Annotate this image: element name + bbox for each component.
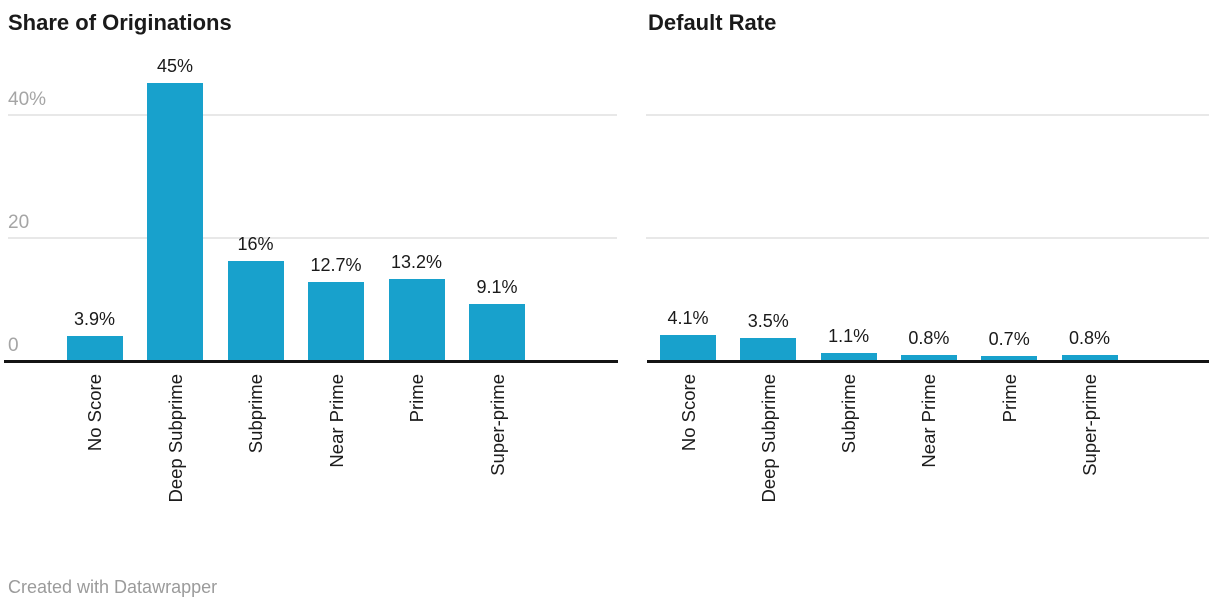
grid-line (8, 236, 617, 239)
y-tick-label: 20 (8, 211, 30, 233)
category-label: Super-prime (1079, 374, 1100, 476)
bar-value-label: 4.1% (667, 308, 709, 328)
bar-no-score (66, 336, 123, 360)
category-label: No Score (677, 374, 699, 452)
x-axis-line (647, 360, 1209, 363)
bar-near-prime (308, 282, 364, 360)
category-label: Prime (998, 374, 1020, 423)
y-tick-label: 0 (8, 335, 19, 356)
bar-super-prime (1061, 355, 1118, 360)
bar-value-label: 3.5% (747, 311, 789, 331)
y-tick-label: 40% (8, 88, 47, 110)
bar-no-score (660, 335, 716, 360)
chart-title-default-rate: Default Rate (648, 10, 777, 35)
bar-value-label: 1.1% (828, 326, 870, 346)
bar-value-label: 3.9% (73, 309, 116, 329)
bar-prime (981, 356, 1038, 360)
category-label: Deep Subprime (757, 374, 779, 503)
bar-value-label: 16% (237, 234, 274, 254)
bar-near-prime (900, 355, 957, 360)
x-axis-line (4, 360, 618, 363)
bar-value-label: 45% (156, 56, 194, 76)
attribution-text: Created with Datawrapper (8, 577, 218, 597)
grid-line (8, 113, 617, 116)
bar-value-label: 0.7% (988, 329, 1030, 349)
grid-line (646, 113, 1209, 116)
category-label: Near Prime (918, 374, 940, 468)
bar-value-label: 13.2% (390, 252, 443, 272)
bar-value-label: 0.8% (908, 328, 950, 348)
category-label: Subprime (838, 374, 860, 454)
bar-value-label: 0.8% (1068, 328, 1111, 348)
chart-title-share-of-originations: Share of Originations (8, 10, 232, 35)
grid-line (646, 236, 1209, 239)
bar-super-prime (469, 304, 525, 360)
bar-value-label: 12.7% (310, 255, 362, 275)
bar-prime (388, 279, 445, 360)
bar-deep-subprime (147, 83, 203, 360)
bar-deep-subprime (740, 338, 797, 360)
bar-subprime (820, 353, 877, 360)
bar-subprime (227, 261, 284, 360)
bar-value-label: 9.1% (476, 277, 518, 297)
